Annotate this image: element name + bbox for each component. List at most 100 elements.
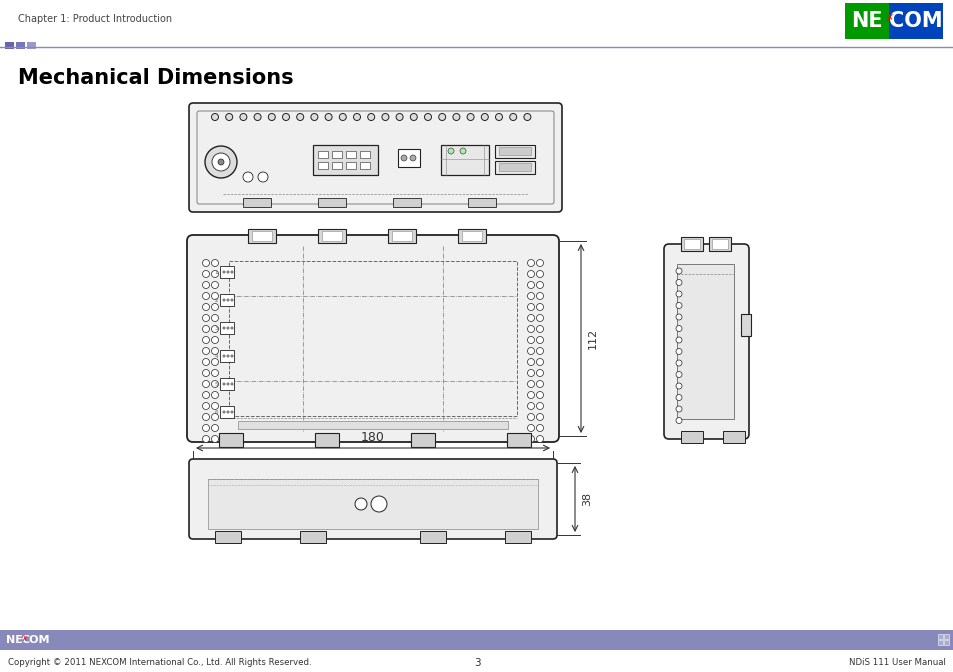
Circle shape — [202, 347, 210, 355]
Bar — [322, 231, 341, 241]
Circle shape — [202, 435, 210, 442]
Circle shape — [212, 304, 218, 310]
Circle shape — [536, 292, 543, 300]
Bar — [711, 239, 727, 249]
Circle shape — [536, 337, 543, 343]
Circle shape — [212, 314, 218, 321]
Circle shape — [536, 347, 543, 355]
Circle shape — [231, 383, 233, 385]
Text: NE: NE — [850, 11, 882, 31]
Circle shape — [536, 435, 543, 442]
Circle shape — [536, 304, 543, 310]
Bar — [317, 162, 328, 169]
Circle shape — [212, 271, 218, 278]
Bar — [16, 42, 25, 49]
Circle shape — [536, 325, 543, 333]
Text: 4: 4 — [214, 353, 218, 358]
Bar — [937, 640, 942, 645]
Bar — [27, 42, 36, 49]
Circle shape — [676, 383, 681, 389]
Circle shape — [202, 413, 210, 421]
Bar — [220, 350, 233, 362]
Bar — [708, 237, 730, 251]
Circle shape — [202, 392, 210, 398]
Circle shape — [227, 383, 229, 385]
Circle shape — [231, 299, 233, 301]
Circle shape — [212, 325, 218, 333]
Circle shape — [212, 358, 218, 366]
Text: COM: COM — [888, 11, 942, 31]
Circle shape — [227, 355, 229, 358]
Text: 112: 112 — [587, 328, 598, 349]
Circle shape — [202, 282, 210, 288]
Circle shape — [527, 292, 534, 300]
Bar — [359, 162, 370, 169]
Text: 2: 2 — [214, 298, 218, 302]
Circle shape — [223, 355, 225, 358]
Circle shape — [231, 327, 233, 329]
Circle shape — [212, 114, 218, 120]
Circle shape — [527, 392, 534, 398]
Circle shape — [202, 337, 210, 343]
Circle shape — [202, 358, 210, 366]
Bar — [346, 151, 355, 158]
Bar — [888, 3, 942, 39]
Circle shape — [202, 259, 210, 267]
Text: 1: 1 — [214, 269, 218, 274]
Bar — [252, 231, 272, 241]
FancyBboxPatch shape — [189, 103, 561, 212]
Circle shape — [243, 172, 253, 182]
Bar — [317, 151, 328, 158]
Bar — [943, 640, 948, 645]
Circle shape — [202, 370, 210, 376]
Circle shape — [227, 327, 229, 329]
Bar — [740, 314, 750, 336]
Bar — [680, 237, 702, 251]
Circle shape — [367, 114, 375, 120]
Circle shape — [676, 360, 681, 366]
Circle shape — [676, 314, 681, 320]
Circle shape — [202, 325, 210, 333]
Circle shape — [202, 314, 210, 321]
Circle shape — [218, 159, 224, 165]
Bar — [220, 294, 233, 306]
Circle shape — [527, 413, 534, 421]
Text: Mechanical Dimensions: Mechanical Dimensions — [18, 68, 294, 88]
Circle shape — [212, 380, 218, 388]
Circle shape — [410, 114, 416, 120]
Text: 38: 38 — [581, 492, 592, 506]
Bar — [392, 231, 412, 241]
Circle shape — [536, 380, 543, 388]
Circle shape — [523, 114, 530, 120]
Bar — [943, 634, 948, 639]
Circle shape — [381, 114, 389, 120]
Circle shape — [212, 347, 218, 355]
Circle shape — [325, 114, 332, 120]
Circle shape — [509, 114, 517, 120]
Circle shape — [311, 114, 317, 120]
Text: 3: 3 — [474, 658, 479, 668]
Bar — [468, 198, 496, 207]
Text: 5: 5 — [214, 382, 218, 386]
Circle shape — [536, 370, 543, 376]
Circle shape — [339, 114, 346, 120]
Text: ✗: ✗ — [21, 636, 27, 642]
Circle shape — [676, 417, 681, 423]
Bar — [495, 145, 535, 158]
Circle shape — [257, 172, 268, 182]
Bar — [317, 198, 346, 207]
Bar — [248, 229, 275, 243]
Bar — [332, 151, 341, 158]
Circle shape — [438, 114, 445, 120]
Bar — [498, 163, 531, 171]
Circle shape — [536, 413, 543, 421]
Circle shape — [527, 425, 534, 431]
Circle shape — [459, 148, 465, 154]
Circle shape — [527, 380, 534, 388]
Text: Chapter 1: Product Introduction: Chapter 1: Product Introduction — [18, 14, 172, 24]
Bar — [5, 42, 14, 49]
Circle shape — [212, 153, 230, 171]
Bar — [498, 147, 531, 155]
Circle shape — [212, 282, 218, 288]
Bar — [229, 261, 517, 416]
